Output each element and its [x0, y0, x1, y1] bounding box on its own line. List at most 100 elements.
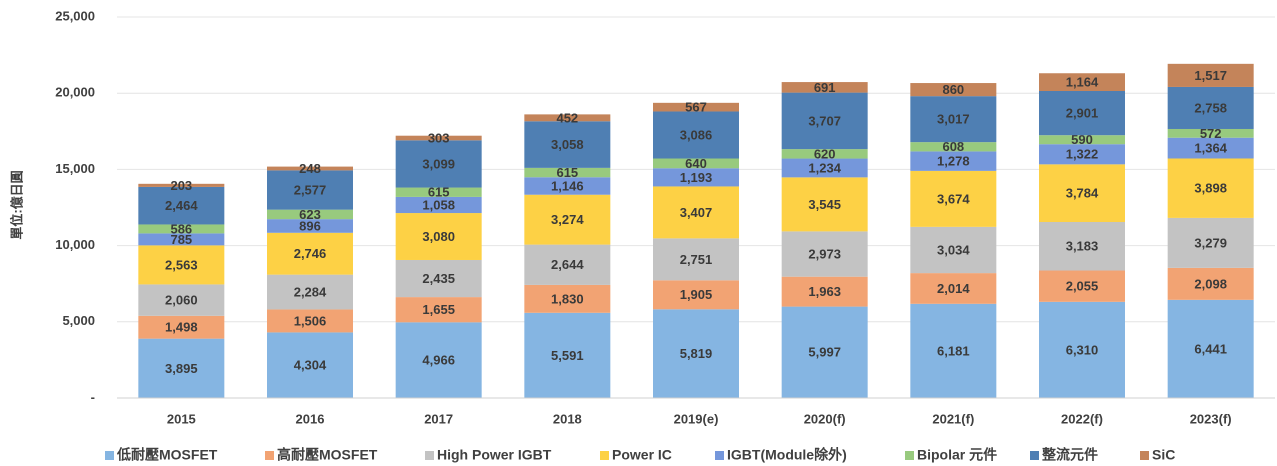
- bar-segment: [910, 226, 997, 274]
- data-label: 5,591: [551, 348, 584, 363]
- data-label: 6,441: [1194, 341, 1227, 356]
- data-label: 2,060: [165, 293, 198, 308]
- data-label: 615: [428, 185, 450, 200]
- x-tick-label: 2021(f): [932, 411, 974, 426]
- data-label: 640: [685, 156, 707, 171]
- bar-segment: [1039, 270, 1125, 302]
- bar-segment: [395, 297, 482, 323]
- data-label: 3,545: [808, 197, 841, 212]
- data-label: 1,234: [808, 160, 841, 175]
- bar-segment: [653, 309, 739, 398]
- bar-segment: [910, 83, 997, 97]
- x-tick-label: 2023(f): [1190, 411, 1232, 426]
- legend-label: 低耐壓MOSFET: [116, 447, 218, 463]
- data-label: 1,058: [422, 197, 455, 212]
- bar-segment: [524, 177, 611, 195]
- bar-segment: [781, 149, 868, 159]
- y-tick-label: 15,000: [55, 161, 95, 176]
- bar-segment: [1167, 86, 1254, 129]
- data-label: 6,310: [1066, 342, 1099, 357]
- data-label: 3,183: [1066, 239, 1099, 254]
- data-label: 2,563: [165, 257, 198, 272]
- data-label: 691: [814, 80, 836, 95]
- legend-label: IGBT(Module除外): [727, 447, 847, 463]
- bar-segment: [138, 245, 225, 285]
- bar-segment: [910, 142, 997, 152]
- bar-segment: [138, 338, 225, 398]
- data-label: 3,058: [551, 137, 584, 152]
- y-tick-label: 10,000: [55, 237, 95, 252]
- bar-segment: [1039, 301, 1125, 398]
- bar-segment: [395, 135, 482, 141]
- bar-segment: [1167, 128, 1254, 138]
- data-label: 2,758: [1194, 100, 1227, 115]
- legend-swatch: [425, 451, 434, 460]
- bar-segment: [267, 274, 353, 310]
- bar-segment: [910, 170, 997, 227]
- bar-segment: [1167, 63, 1254, 87]
- legend-label: Power IC: [612, 447, 672, 463]
- data-label: 1,517: [1194, 68, 1227, 83]
- data-label: 2,644: [551, 257, 584, 272]
- data-label: 3,784: [1066, 186, 1099, 201]
- data-label: 1,278: [937, 154, 970, 169]
- legend-swatch: [715, 451, 724, 460]
- legend-label: SiC: [1152, 447, 1175, 463]
- bar-segment: [1039, 135, 1125, 145]
- bar-segment: [267, 166, 353, 171]
- bar-segment: [910, 303, 997, 398]
- bar-segment: [653, 238, 739, 281]
- data-label: 1,322: [1066, 147, 1099, 162]
- data-label: 303: [428, 130, 450, 145]
- data-label: 4,304: [294, 358, 327, 373]
- bar-segment: [395, 196, 482, 214]
- bar-segment: [653, 280, 739, 310]
- data-label: 248: [299, 161, 321, 176]
- data-label: 1,193: [680, 170, 713, 185]
- bar-segment: [653, 186, 739, 239]
- data-label: 3,080: [422, 229, 455, 244]
- bar-segment: [524, 312, 611, 398]
- bar-segment: [395, 187, 482, 197]
- bar-segment: [653, 111, 739, 159]
- bar-segment: [395, 140, 482, 188]
- bar-segment: [395, 322, 482, 398]
- bar-segment: [781, 276, 868, 307]
- data-label: 1,506: [294, 313, 327, 328]
- bar-segment: [910, 151, 997, 171]
- bar-segment: [910, 96, 997, 143]
- bar-segment: [524, 284, 611, 313]
- bar-segment: [138, 233, 225, 246]
- y-tick-label: 25,000: [55, 8, 95, 23]
- legend-label: High Power IGBT: [437, 447, 552, 463]
- data-label: 2,284: [294, 284, 327, 299]
- data-label: 620: [814, 146, 836, 161]
- data-label: 572: [1200, 126, 1222, 141]
- bar-segment: [1039, 73, 1125, 91]
- bar-segment: [138, 186, 225, 225]
- legend-label: Bipolar 元件: [917, 447, 997, 463]
- x-tick-label: 2016: [296, 411, 325, 426]
- bar-segment: [1167, 137, 1254, 159]
- data-label: 896: [299, 218, 321, 233]
- data-label: 860: [942, 82, 964, 97]
- bar-segment: [781, 177, 868, 232]
- data-label: 2,746: [294, 246, 327, 261]
- x-tick-label: 2020(f): [804, 411, 846, 426]
- data-label: 3,674: [937, 191, 970, 206]
- data-label: 3,279: [1194, 235, 1227, 250]
- bar-segment: [395, 259, 482, 298]
- data-label: 615: [556, 165, 578, 180]
- data-label: 1,830: [551, 291, 584, 306]
- bar-segment: [653, 102, 739, 112]
- bar-segment: [910, 273, 997, 304]
- legend-label: 整流元件: [1041, 447, 1098, 463]
- data-label: 785: [170, 232, 192, 247]
- bar-segment: [1167, 267, 1254, 300]
- bar-segment: [524, 114, 611, 122]
- bar-segment: [1039, 222, 1125, 271]
- legend-swatch: [905, 451, 914, 460]
- bar-segment: [781, 231, 868, 277]
- bar-segment: [781, 306, 868, 398]
